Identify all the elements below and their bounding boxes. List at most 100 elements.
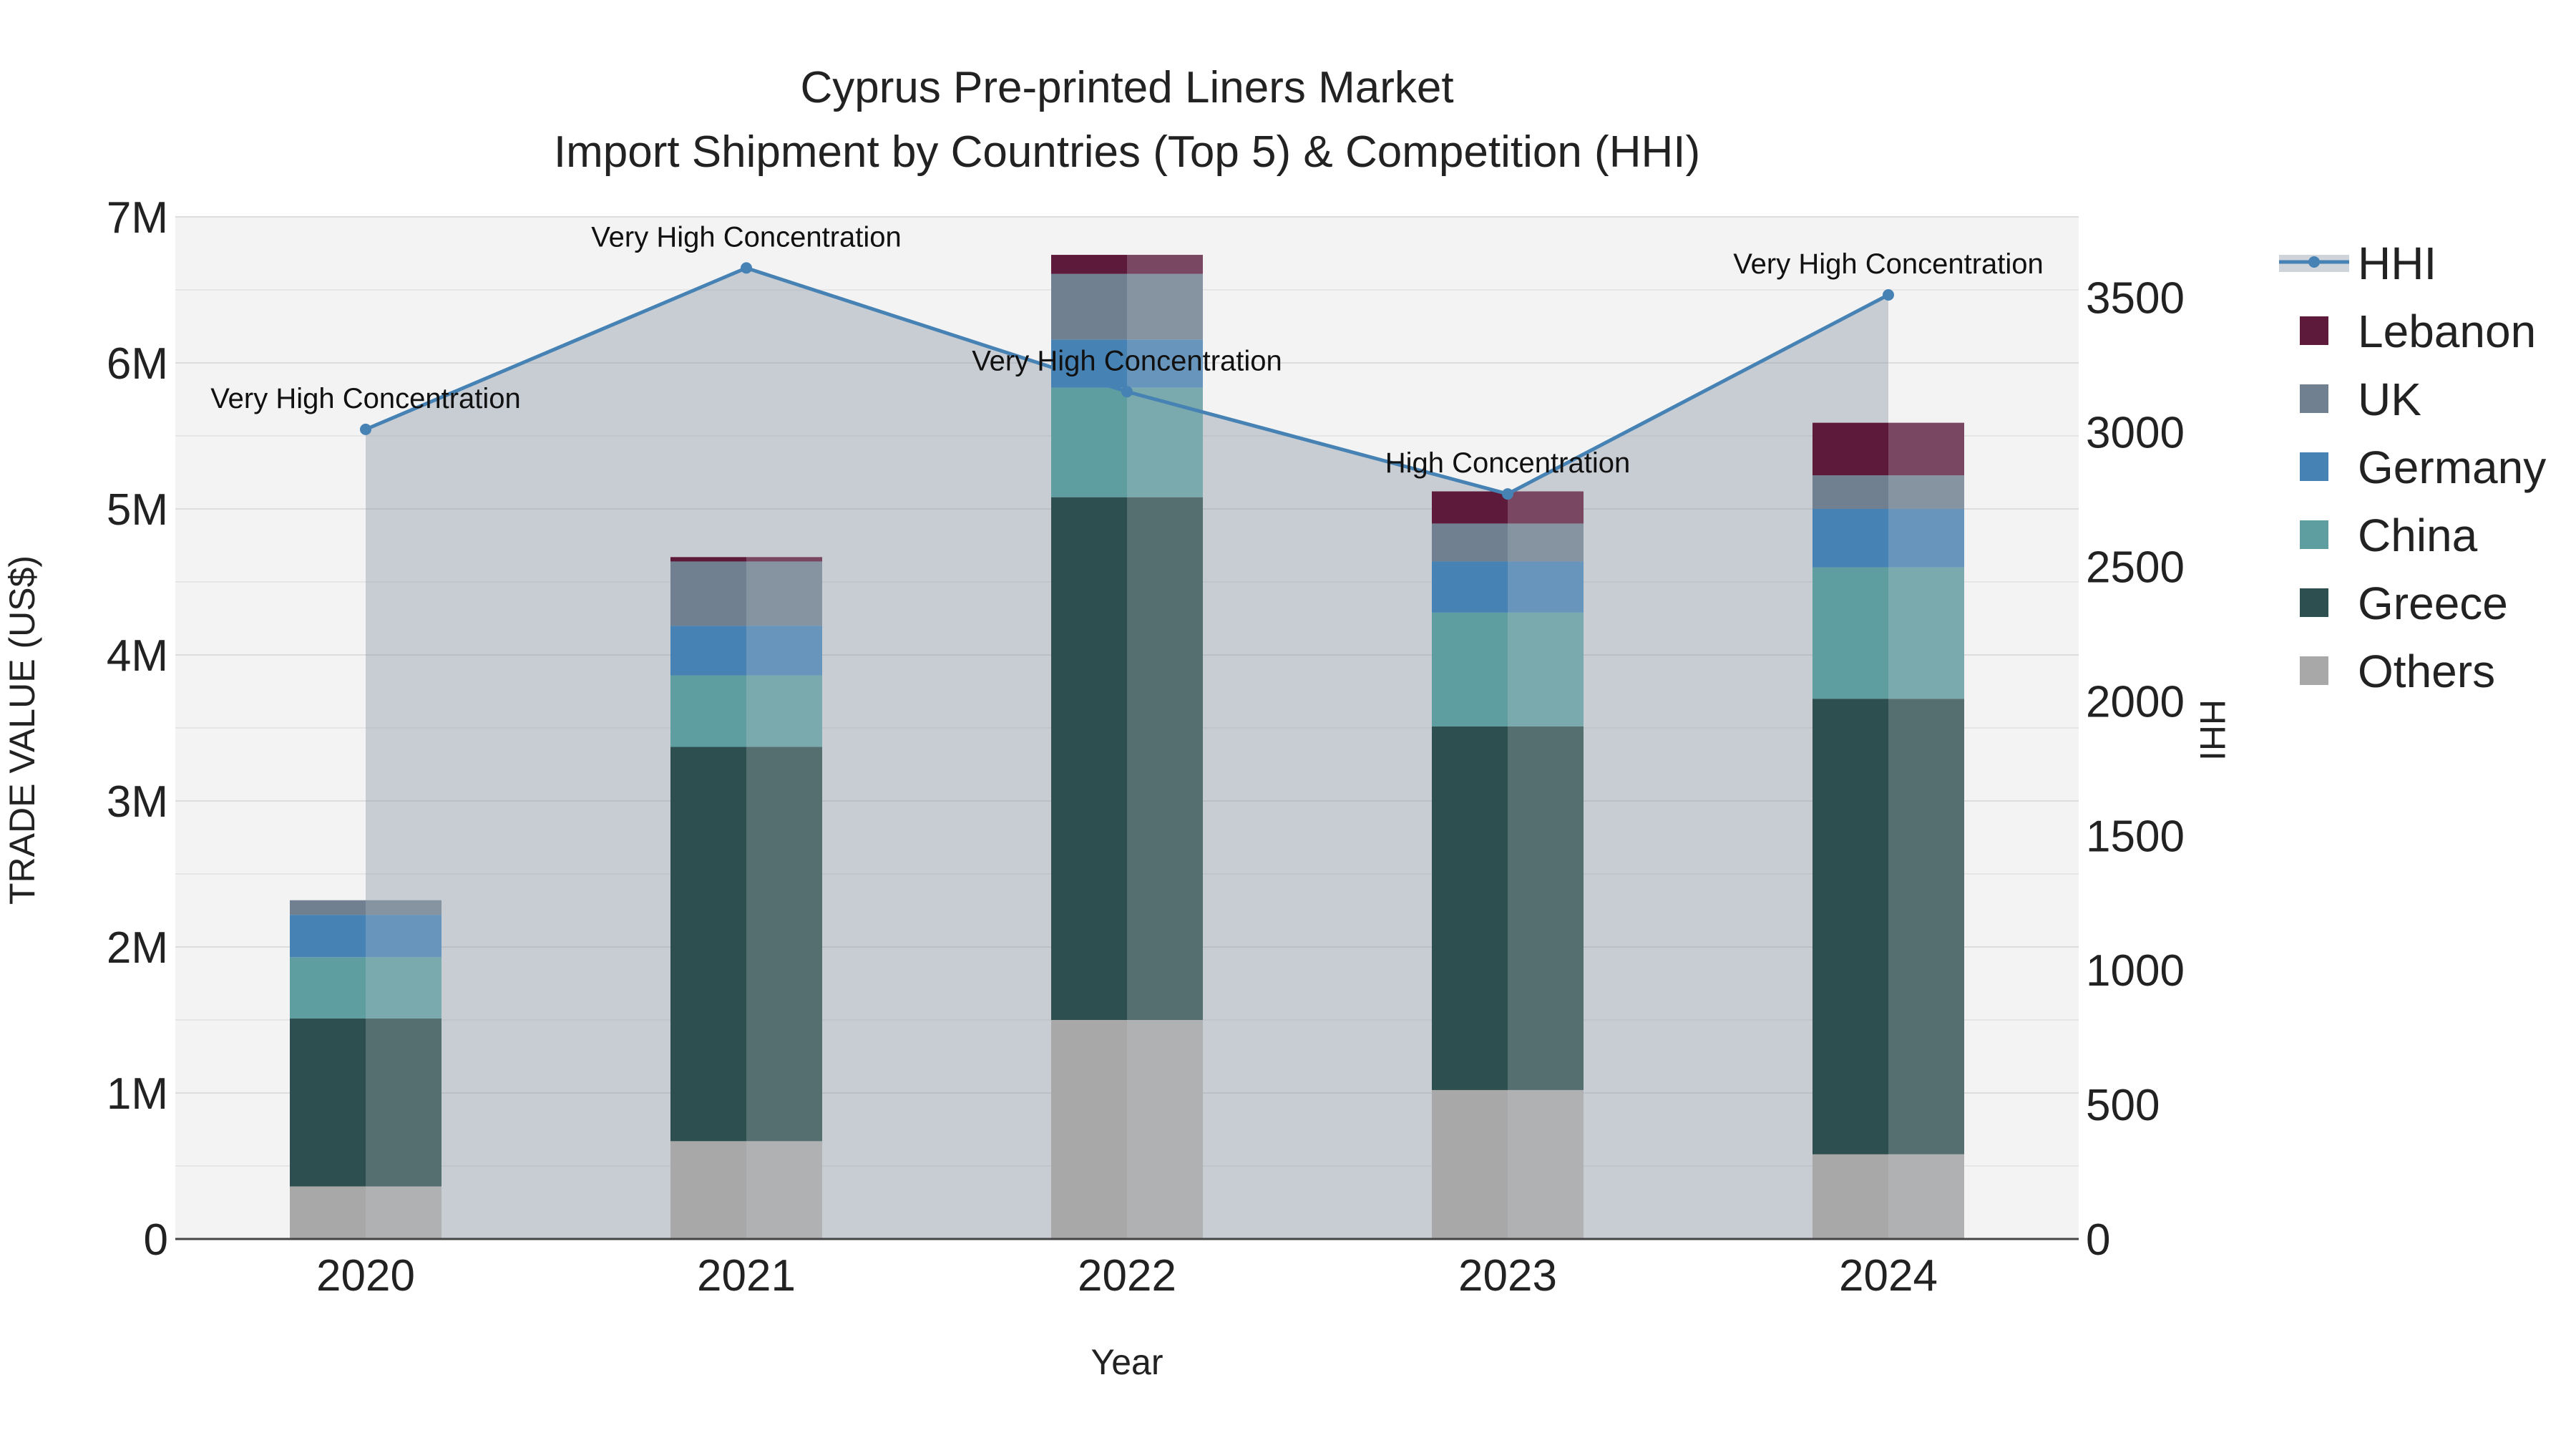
bar-segment-uk-2020: [290, 900, 441, 915]
legend: HHI Lebanon UK Germany China Greece Others: [2279, 238, 2546, 697]
bar-segment-greece-2023: [1432, 726, 1584, 1090]
legend-swatch-others: [2300, 656, 2328, 685]
legend-swatch-greece: [2300, 588, 2328, 617]
hhi-point-2024: [1883, 288, 1894, 301]
hhi-points: [360, 262, 1894, 500]
legend-item-china: China: [2300, 510, 2478, 561]
y-tick-label: 0: [144, 1215, 168, 1265]
bar-segment-china-2021: [670, 675, 822, 747]
y2-axis-ticks: 0 500 1000 1500 2000 2500 3000 3500: [2086, 274, 2185, 1265]
y-tick-label: 3M: [107, 777, 168, 827]
bar-segment-left-half: [1051, 387, 1127, 497]
bar-segment-uk-2021: [670, 561, 822, 626]
bar-segment-right-half: [746, 747, 822, 1142]
bar-segment-china-2023: [1432, 612, 1584, 726]
bar-segment-left-half: [290, 957, 366, 1019]
bar-segment-others-2022: [1051, 1020, 1203, 1239]
hhi-label-2020: Very High Concentration: [210, 383, 521, 414]
bar-segment-left-half: [670, 1141, 746, 1239]
bar-segment-right-half: [746, 1141, 822, 1239]
legend-swatch-hhi-point: [2308, 256, 2320, 268]
legend-label-uk: UK: [2358, 374, 2421, 425]
bar-segment-right-half: [746, 557, 822, 562]
x-tick-label-2024: 2024: [1839, 1251, 1938, 1301]
bar-segment-others-2024: [1813, 1154, 1964, 1239]
bar-segment-right-half: [1888, 1154, 1964, 1239]
hhi-label-2021: Very High Concentration: [591, 221, 902, 253]
bars: [290, 255, 1964, 1239]
bar-segment-right-half: [746, 561, 822, 626]
legend-label-others: Others: [2358, 646, 2495, 697]
bar-segment-right-half: [1127, 339, 1203, 388]
hhi-label-2023: High Concentration: [1385, 447, 1630, 479]
legend-label-greece: Greece: [2358, 578, 2508, 629]
bar-segment-right-half: [366, 1186, 441, 1239]
bar-segment-left-half: [1051, 255, 1127, 274]
bar-segment-right-half: [366, 900, 441, 915]
bar-segment-germany-2021: [670, 626, 822, 676]
hhi-label-2024: Very High Concentration: [1733, 248, 2044, 280]
bar-segment-right-half: [746, 626, 822, 676]
chart-title: Cyprus Pre-printed Liners Market: [800, 63, 1453, 112]
bar-segment-greece-2024: [1813, 699, 1964, 1155]
bar-segment-germany-2020: [290, 915, 441, 958]
bar-segment-greece-2022: [1051, 497, 1203, 1020]
bar-segment-left-half: [1813, 699, 1888, 1155]
bar-segment-left-half: [1432, 612, 1508, 726]
legend-swatch-uk: [2300, 384, 2328, 413]
y-tick-label: 1M: [107, 1069, 168, 1119]
legend-label-lebanon: Lebanon: [2358, 306, 2536, 357]
hhi-point-2023: [1502, 488, 1513, 500]
bar-segment-left-half: [1432, 1089, 1508, 1239]
y-tick-label: 2M: [107, 923, 168, 973]
hhi-point-2021: [741, 262, 752, 274]
bar-segment-left-half: [1813, 475, 1888, 509]
hhi-point-2022: [1121, 386, 1133, 398]
bar-segment-greece-2020: [290, 1018, 441, 1187]
hhi-label-2022: Very High Concentration: [972, 345, 1282, 376]
y2-tick-label: 3500: [2086, 274, 2185, 324]
bar-segment-greece-2021: [670, 747, 822, 1142]
legend-swatch-lebanon: [2300, 316, 2328, 345]
bar-segment-others-2023: [1432, 1089, 1584, 1239]
bar-segment-left-half: [670, 557, 746, 562]
bar-segment-left-half: [290, 1018, 366, 1187]
y-tick-label: 7M: [107, 193, 168, 243]
bar-segment-lebanon-2021: [670, 557, 822, 562]
bar-segment-left-half: [670, 747, 746, 1142]
bar-segment-right-half: [1508, 612, 1584, 726]
bar-segment-right-half: [1127, 273, 1203, 340]
x-tick-label-2021: 2021: [697, 1251, 796, 1301]
hhi-point-2020: [360, 423, 371, 435]
y-tick-label: 4M: [107, 631, 168, 681]
bar-segment-left-half: [670, 626, 746, 676]
bar-segment-uk-2023: [1432, 523, 1584, 562]
bar-segment-lebanon-2023: [1432, 491, 1584, 524]
bar-segment-left-half: [1432, 523, 1508, 562]
bar-segment-right-half: [1127, 1020, 1203, 1239]
bar-segment-left-half: [1813, 567, 1888, 699]
bar-segment-right-half: [1508, 523, 1584, 562]
y2-tick-label: 500: [2086, 1081, 2160, 1130]
y2-axis-title: HHI: [2192, 699, 2233, 761]
y-axis-ticks: 0 1M 2M 3M 4M 5M 6M 7M: [107, 193, 168, 1265]
legend-item-greece: Greece: [2300, 578, 2508, 629]
bar-segment-lebanon-2024: [1813, 422, 1964, 476]
bar-segment-left-half: [290, 1186, 366, 1239]
x-tick-label-2022: 2022: [1078, 1251, 1176, 1301]
chart-subtitle: Import Shipment by Countries (Top 5) & C…: [554, 127, 1700, 177]
bar-segment-germany-2022: [1051, 339, 1203, 388]
legend-item-others: Others: [2300, 646, 2495, 697]
legend-label-germany: Germany: [2358, 442, 2546, 493]
bar-segment-left-half: [1813, 509, 1888, 568]
bar-segment-right-half: [1888, 422, 1964, 476]
legend-label-hhi: HHI: [2358, 238, 2436, 289]
y-tick-label: 5M: [107, 485, 168, 535]
bar-segment-right-half: [1508, 1089, 1584, 1239]
bar-segment-germany-2023: [1432, 561, 1584, 613]
legend-swatch-china: [2300, 520, 2328, 549]
y2-tick-label: 0: [2086, 1215, 2110, 1265]
legend-item-germany: Germany: [2300, 442, 2546, 493]
bar-segment-china-2024: [1813, 567, 1964, 699]
